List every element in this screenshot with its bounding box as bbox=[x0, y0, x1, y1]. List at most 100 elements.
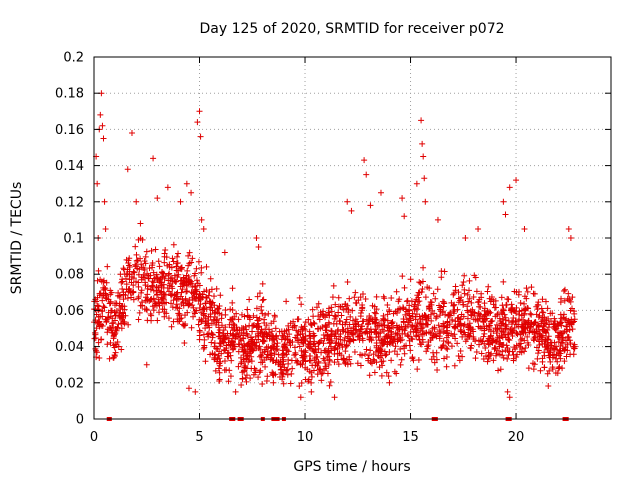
data-point bbox=[565, 290, 572, 297]
data-point bbox=[476, 341, 483, 348]
data-point bbox=[262, 311, 269, 318]
data-point bbox=[528, 284, 535, 291]
data-point bbox=[568, 321, 575, 328]
data-point bbox=[345, 306, 352, 313]
data-point bbox=[221, 336, 228, 343]
data-point bbox=[174, 318, 181, 325]
data-point bbox=[324, 370, 331, 377]
data-point bbox=[307, 352, 314, 359]
data-point bbox=[116, 302, 123, 309]
data-point bbox=[413, 311, 420, 318]
data-point bbox=[428, 330, 435, 337]
data-point bbox=[557, 320, 564, 327]
data-point bbox=[173, 263, 180, 270]
data-point bbox=[278, 328, 285, 335]
data-point bbox=[538, 305, 545, 312]
data-point bbox=[484, 308, 491, 315]
data-point bbox=[416, 298, 423, 305]
data-point bbox=[255, 374, 262, 381]
data-point bbox=[170, 258, 177, 265]
data-point bbox=[435, 322, 442, 329]
data-point bbox=[351, 294, 358, 301]
data-point bbox=[264, 351, 271, 358]
data-point bbox=[161, 275, 168, 282]
data-point bbox=[261, 320, 268, 327]
data-point bbox=[115, 343, 122, 350]
data-point bbox=[464, 331, 471, 338]
data-point bbox=[265, 310, 272, 317]
data-point bbox=[130, 288, 137, 295]
data-point bbox=[388, 357, 395, 364]
data-point bbox=[217, 343, 224, 350]
data-point bbox=[454, 340, 461, 347]
data-point bbox=[476, 296, 483, 303]
data-point bbox=[154, 317, 161, 324]
data-point bbox=[506, 394, 513, 401]
data-point bbox=[186, 301, 193, 308]
data-point bbox=[318, 377, 325, 384]
data-point bbox=[315, 313, 322, 320]
data-point bbox=[296, 343, 303, 350]
data-point bbox=[305, 316, 312, 323]
data-point bbox=[393, 288, 400, 295]
data-point bbox=[150, 269, 157, 276]
data-point bbox=[445, 340, 452, 347]
data-point bbox=[458, 294, 465, 301]
data-point bbox=[478, 290, 485, 297]
data-point bbox=[173, 290, 180, 297]
data-point bbox=[319, 324, 326, 331]
data-point bbox=[523, 285, 530, 292]
data-point bbox=[101, 304, 108, 311]
data-point bbox=[178, 264, 185, 271]
data-point bbox=[559, 345, 566, 352]
data-point bbox=[115, 321, 122, 328]
data-point bbox=[211, 354, 218, 361]
data-point bbox=[188, 189, 195, 196]
data-point bbox=[531, 328, 538, 335]
y-tick-label: 0.16 bbox=[55, 123, 84, 138]
data-point bbox=[420, 153, 427, 160]
data-point bbox=[135, 271, 142, 278]
data-point bbox=[107, 291, 114, 298]
data-point bbox=[399, 273, 406, 280]
data-point bbox=[371, 309, 378, 316]
data-point bbox=[510, 355, 517, 362]
data-point bbox=[354, 360, 361, 367]
data-point bbox=[461, 272, 468, 279]
data-point bbox=[99, 292, 106, 299]
data-point bbox=[374, 323, 381, 330]
data-point bbox=[443, 345, 450, 352]
data-point bbox=[534, 306, 541, 313]
data-point bbox=[352, 329, 359, 336]
data-point bbox=[432, 295, 439, 302]
data-point bbox=[112, 349, 119, 356]
data-point bbox=[539, 340, 546, 347]
data-point bbox=[383, 369, 390, 376]
data-point bbox=[381, 295, 388, 302]
data-point bbox=[292, 349, 299, 356]
data-point bbox=[159, 306, 166, 313]
data-point bbox=[118, 325, 125, 332]
data-point bbox=[539, 314, 546, 321]
data-point bbox=[425, 329, 432, 336]
y-tick-label: 0.14 bbox=[55, 159, 84, 174]
data-point bbox=[273, 347, 280, 354]
data-point bbox=[467, 325, 474, 332]
data-point bbox=[438, 268, 445, 275]
data-point bbox=[316, 316, 323, 323]
data-point bbox=[515, 317, 522, 324]
data-point bbox=[145, 275, 152, 282]
data-point bbox=[239, 375, 246, 382]
data-point bbox=[238, 381, 245, 388]
data-point bbox=[513, 321, 520, 328]
y-tick-label: 0.06 bbox=[55, 304, 84, 319]
x-axis-label: GPS time / hours bbox=[293, 459, 410, 475]
data-point bbox=[500, 198, 507, 205]
data-point bbox=[539, 296, 546, 303]
data-point bbox=[490, 298, 497, 305]
data-point bbox=[284, 371, 291, 378]
data-point bbox=[499, 348, 506, 355]
data-point bbox=[149, 278, 156, 285]
data-point bbox=[125, 321, 132, 328]
data-point bbox=[302, 337, 309, 344]
